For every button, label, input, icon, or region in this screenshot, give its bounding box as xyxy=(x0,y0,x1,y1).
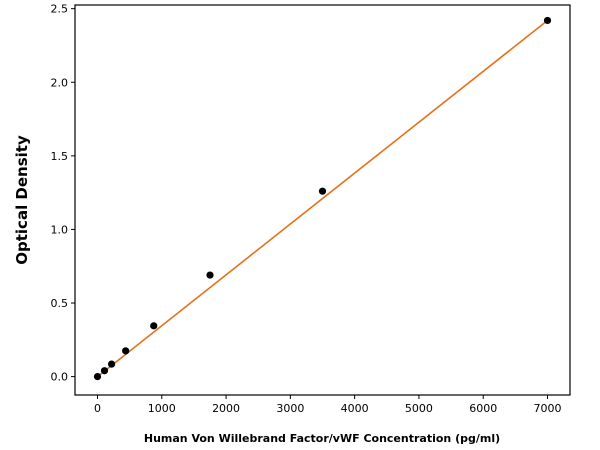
fit-line xyxy=(97,19,548,378)
plot-frame xyxy=(74,4,571,396)
x-tick-label: 5000 xyxy=(405,402,433,415)
y-tick-label: 0.5 xyxy=(51,297,69,310)
data-point xyxy=(122,347,130,355)
x-tick-label: 3000 xyxy=(276,402,304,415)
data-point xyxy=(543,16,552,25)
x-tick-label: 7000 xyxy=(534,402,562,415)
data-point xyxy=(107,360,116,368)
data-point xyxy=(150,322,158,330)
y-tick-label: 2.5 xyxy=(51,3,69,16)
axis-ticks: 0 1000 2000 3000 4000 5000 6000 7000 0.0 0.5 1.0 1.… xyxy=(51,3,562,415)
data-points xyxy=(93,16,552,381)
x-tick-label: 4000 xyxy=(341,402,369,415)
data-point xyxy=(206,271,214,279)
fit-line-layer xyxy=(97,19,548,378)
data-point xyxy=(93,373,102,381)
y-axis-title: Optical Density xyxy=(13,135,31,265)
x-tick-label: 6000 xyxy=(469,402,497,415)
data-point xyxy=(100,367,109,375)
x-tick-label: 1000 xyxy=(148,402,176,415)
y-tick-label: 1.5 xyxy=(51,150,69,163)
x-tick-label: 0 xyxy=(94,402,101,415)
data-point xyxy=(318,187,327,195)
y-tick-label: 2.0 xyxy=(51,76,69,89)
y-tick-label: 0.0 xyxy=(51,371,69,384)
y-tick-label: 1.0 xyxy=(51,223,69,236)
x-axis-title: Human Von Willebrand Factor/vWF Concentr… xyxy=(144,432,500,445)
x-tick-label: 2000 xyxy=(212,402,240,415)
